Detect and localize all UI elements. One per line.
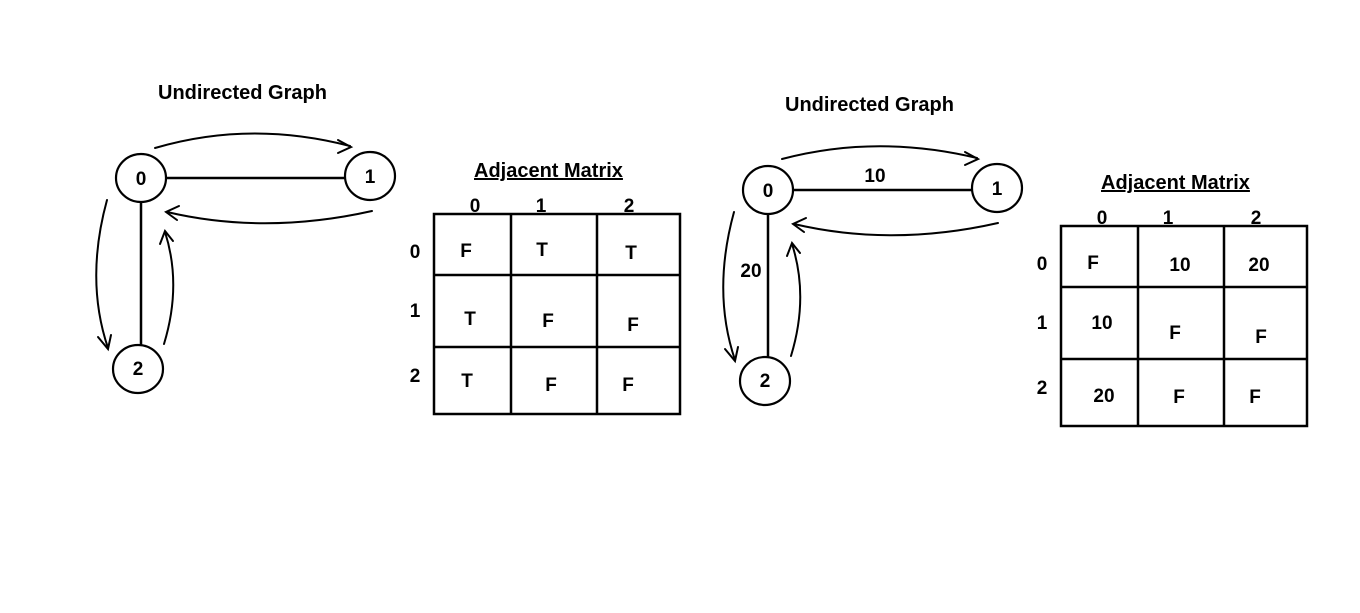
matrix-col-header: 2 [1251,208,1262,229]
node-2: 2 [738,355,792,407]
matrix-cell: F [460,241,472,262]
node-1: 1 [970,162,1024,214]
node-0: 0 [741,164,795,216]
matrix-cell: T [461,371,473,392]
matrix-cell: F [1173,387,1185,408]
matrix-row-header: 2 [1037,378,1048,399]
matrix-title: Adjacent Matrix [474,160,623,182]
matrix-cell: 20 [1248,255,1269,276]
matrix-col-header: 2 [624,196,635,217]
arrow-1-to-0 [791,217,999,237]
edge-weight-label: 10 [864,166,885,187]
matrix-row-header: 0 [410,242,421,263]
matrix-cell: F [1249,387,1261,408]
matrix-cell: F [622,375,634,396]
matrix-row-header: 2 [410,366,421,387]
matrix-cell: F [542,311,554,332]
node-0: 0 [114,152,168,204]
matrix-title: Adjacent Matrix [1101,172,1250,194]
matrix-left: Adjacent Matrix 0 1 2 0 1 2 F T T T F F … [410,160,682,416]
node-1-label: 1 [992,179,1003,200]
node-0-label: 0 [136,169,147,190]
arrow-2-to-0 [786,241,802,357]
matrix-col-header: 1 [1163,208,1174,229]
matrix-cell: F [627,315,639,336]
matrix-cell: 10 [1091,313,1112,334]
arrow-2-to-0 [159,229,175,345]
matrix-row-header: 0 [1037,254,1048,275]
matrix-row-header: 1 [1037,313,1048,334]
matrix-cell: 20 [1093,386,1114,407]
matrix-cell: T [464,309,476,330]
node-1-label: 1 [365,167,376,188]
matrix-cell: F [1087,253,1099,274]
node-2-label: 2 [133,359,144,380]
matrix-cell: T [536,240,548,261]
graph-left: Undirected Graph 0 1 [95,82,397,395]
matrix-cell: F [545,375,557,396]
arrow-0-to-1 [154,132,354,154]
node-2-label: 2 [760,371,771,392]
node-2: 2 [111,343,165,395]
matrix-col-header: 0 [1097,208,1108,229]
arrow-1-to-0 [164,205,373,225]
node-0-label: 0 [763,181,774,202]
matrix-col-header: 0 [470,196,481,217]
arrow-0-to-1 [781,145,981,166]
arrow-0-to-2 [722,211,739,364]
node-1: 1 [343,150,397,202]
graph-right: Undirected Graph 10 20 0 [722,94,1024,407]
graph-title: Undirected Graph [785,94,954,116]
matrix-cell: F [1255,327,1267,348]
matrix-cell: T [625,243,637,264]
graph-title: Undirected Graph [158,82,327,104]
arrow-0-to-2 [95,199,112,352]
edge-weight-label: 20 [740,261,761,282]
matrix-row-header: 1 [410,301,421,322]
matrix-cell: 10 [1169,255,1190,276]
matrix-col-header: 1 [536,196,547,217]
matrix-grid [432,212,682,416]
matrix-grid [1059,224,1309,428]
matrix-right: Adjacent Matrix 0 1 2 0 1 2 F 10 20 10 F… [1037,172,1309,428]
matrix-cell: F [1169,323,1181,344]
